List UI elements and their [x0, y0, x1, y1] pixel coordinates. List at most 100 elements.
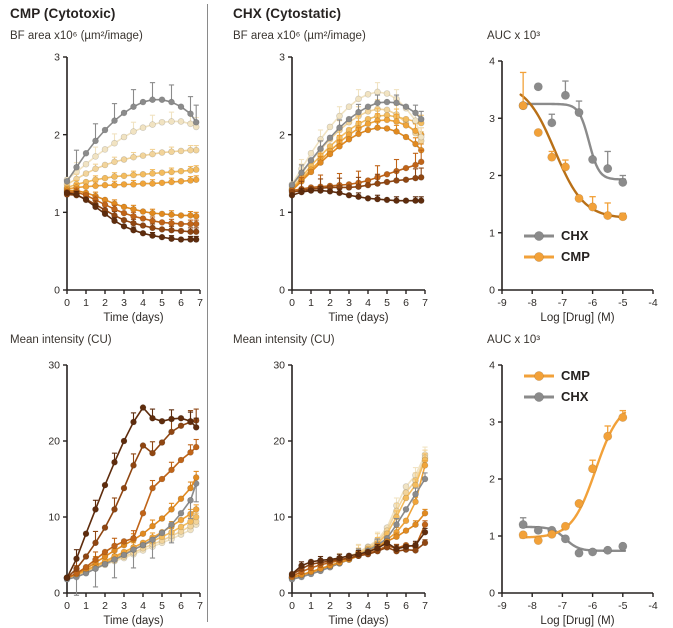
y-tick-label: 30	[48, 360, 60, 372]
data-point-conc-8-highest	[73, 555, 80, 563]
data-point-conc-8-highest	[393, 197, 400, 204]
data-point-conc-2	[139, 152, 147, 159]
data-point-conc-1-lowest	[402, 483, 410, 490]
data-point-conc-7	[149, 449, 156, 457]
data-point-conc-6	[139, 215, 147, 222]
x-tick-label: 5	[159, 600, 165, 612]
axis-unit-label-cmp-bf: BF area x10⁶ (µm²/image)	[10, 30, 143, 42]
data-point-conc-8-highest	[158, 233, 166, 241]
data-point-conc-2	[383, 106, 391, 114]
data-point-conc-8-highest	[345, 552, 353, 560]
y-tick-label: 4	[489, 360, 495, 372]
data-point-conc-7	[92, 539, 99, 547]
chart-cmp-intensity-timecourse: 0 10 20 30 0 1 2 3 4 5 6 7 Time (days)	[48, 360, 203, 627]
data-point-conc-6	[111, 542, 118, 550]
data-point-CMP	[547, 529, 557, 539]
data-point-conc-8-highest	[307, 558, 315, 566]
data-point-conc-5	[336, 143, 343, 150]
legend-label: CMP	[561, 249, 590, 264]
data-point-conc-7	[158, 439, 166, 446]
x-tick-label: 3	[121, 297, 127, 309]
data-point-vehicle-control	[192, 118, 200, 126]
data-point-conc-4	[402, 517, 410, 525]
data-point-conc-7	[120, 216, 128, 224]
x-axis-title: Log [Drug] (M)	[540, 312, 614, 324]
data-point-CHX	[560, 90, 570, 100]
y-tick-label: 3	[279, 52, 285, 64]
data-point-conc-6	[101, 548, 109, 556]
data-point-vehicle-control	[355, 108, 362, 116]
legend-label: CHX	[561, 228, 589, 243]
data-point-vehicle-control	[187, 110, 194, 117]
data-point-CHX	[603, 545, 613, 555]
y-tick-label: 1	[489, 531, 495, 543]
x-tick-label: -5	[618, 600, 627, 612]
x-tick-label: 5	[384, 297, 390, 309]
data-point-conc-1-lowest	[412, 117, 419, 124]
series-line-conc-5	[66, 477, 197, 579]
data-point-conc-8-highest	[130, 226, 137, 234]
data-point-CMP	[547, 152, 557, 162]
data-point-conc-1-lowest	[187, 120, 194, 128]
data-point-vehicle-control	[149, 536, 156, 544]
x-tick-label: -6	[588, 297, 597, 309]
data-point-conc-8-highest	[298, 562, 305, 569]
data-point-conc-1-lowest	[326, 123, 334, 131]
data-point-conc-7	[177, 422, 185, 430]
x-tick-label: 2	[327, 297, 333, 309]
data-point-vehicle-control	[364, 103, 372, 111]
data-point-vehicle-control	[111, 556, 118, 563]
data-point-conc-8-highest	[187, 417, 194, 425]
x-tick-label: 6	[178, 600, 184, 612]
data-point-vehicle-control	[177, 103, 185, 111]
data-point-conc-1-lowest	[383, 90, 391, 97]
data-point-conc-8-highest	[288, 191, 296, 199]
legend-auc-bottom: CMP CHX	[524, 368, 590, 404]
data-point-CMP	[588, 464, 598, 474]
data-point-conc-4	[192, 506, 200, 513]
data-point-conc-6	[139, 509, 147, 517]
column-divider-line	[207, 4, 208, 622]
data-point-conc-7	[412, 174, 419, 182]
data-point-conc-1-lowest	[82, 160, 90, 168]
data-point-conc-8-highest	[192, 424, 200, 431]
data-point-conc-6	[177, 220, 185, 228]
data-point-conc-3	[187, 167, 194, 174]
legend-item-chx: CHX	[524, 228, 590, 243]
data-point-conc-7	[383, 178, 391, 186]
chart-auc-intensity-dose-response: 0 1 2 3 4 -9 -8 -7 -6 -5 -4 Log [Drug] (M)	[489, 360, 658, 627]
data-point-CMP	[574, 193, 584, 203]
data-point-vehicle-control	[149, 96, 156, 104]
data-point-vehicle-control	[402, 506, 410, 513]
data-point-conc-8-highest	[177, 236, 185, 243]
data-point-vehicle-control	[307, 156, 315, 164]
x-tick-label: 7	[422, 297, 428, 309]
data-point-CMP	[618, 212, 628, 222]
data-point-vehicle-control	[402, 103, 410, 111]
data-point-conc-8-highest	[374, 195, 381, 203]
data-point-conc-1-lowest	[139, 124, 147, 131]
x-tick-label: -7	[558, 297, 567, 309]
data-point-conc-8-highest	[177, 414, 185, 422]
x-tick-label: 5	[159, 297, 165, 309]
data-point-conc-5	[139, 530, 147, 538]
data-point-conc-1-lowest	[149, 121, 156, 128]
data-point-conc-1-lowest	[92, 153, 99, 160]
data-point-CMP	[533, 536, 543, 546]
data-point-CHX	[618, 541, 628, 551]
y-tick-label: 30	[273, 360, 285, 372]
data-point-vehicle-control	[345, 115, 353, 123]
data-point-conc-8-highest	[139, 230, 147, 237]
data-point-conc-7	[364, 181, 372, 189]
y-tick-label: 2	[54, 129, 60, 141]
data-point-conc-2	[82, 170, 90, 177]
x-tick-label: 7	[197, 297, 203, 309]
x-tick-label: 2	[102, 297, 108, 309]
data-point-conc-6	[168, 466, 175, 474]
data-point-CHX	[533, 82, 543, 92]
data-point-vehicle-control	[412, 109, 419, 117]
legend-swatch-icon	[524, 230, 554, 241]
chart-auc-bf-dose-response: 0 1 2 3 4 -9 -8 -7 -6 -5 -4 Log [Drug] (M)	[489, 56, 658, 324]
y-tick-label: 20	[48, 436, 60, 448]
data-point-conc-4	[92, 182, 99, 190]
